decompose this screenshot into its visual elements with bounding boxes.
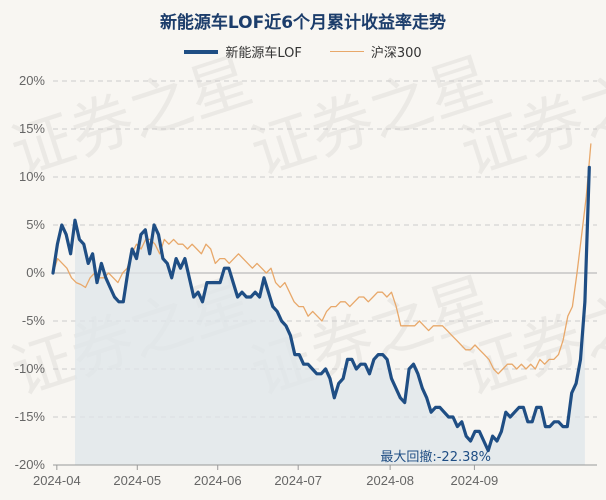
watermark-text: 证券之星 — [2, 43, 260, 189]
y-tick-label: -5% — [22, 313, 46, 328]
chart-title: 新能源车LOF近6个月累计收益率走势 — [159, 13, 447, 33]
max-drawdown-annotation: 最大回撤:-22.38% — [380, 449, 491, 465]
y-tick-label: -20% — [15, 457, 46, 472]
y-tick-label: -10% — [15, 361, 46, 376]
legend: 新能源车LOF 沪深300 — [0, 42, 606, 61]
y-tick-label: 15% — [19, 121, 45, 136]
legend-entry-index[interactable]: 沪深300 — [329, 42, 422, 61]
legend-swatch-fund — [184, 49, 219, 54]
x-tick-label: 2024-05 — [113, 473, 161, 488]
x-tick-label: 2024-04 — [33, 473, 81, 488]
y-tick-label: 10% — [19, 169, 45, 184]
x-tick-label: 2024-09 — [451, 473, 499, 488]
y-tick-label: 20% — [19, 73, 45, 88]
y-tick-label: -15% — [15, 409, 46, 424]
max-drawdown-area — [74, 220, 585, 465]
x-tick-label: 2024-08 — [366, 473, 414, 488]
y-tick-label: 0% — [26, 265, 45, 280]
legend-swatch-index — [329, 51, 364, 52]
legend-label-fund: 新能源车LOF — [225, 46, 302, 61]
legend-entry-fund[interactable]: 新能源车LOF — [184, 42, 302, 61]
series-line-hs300 — [52, 143, 592, 375]
legend-label-index: 沪深300 — [370, 46, 422, 61]
series-line-fund — [51, 165, 591, 453]
y-tick-label: 5% — [26, 217, 45, 232]
x-tick-label: 2024-06 — [194, 473, 242, 488]
x-tick-label: 2024-07 — [274, 473, 322, 488]
